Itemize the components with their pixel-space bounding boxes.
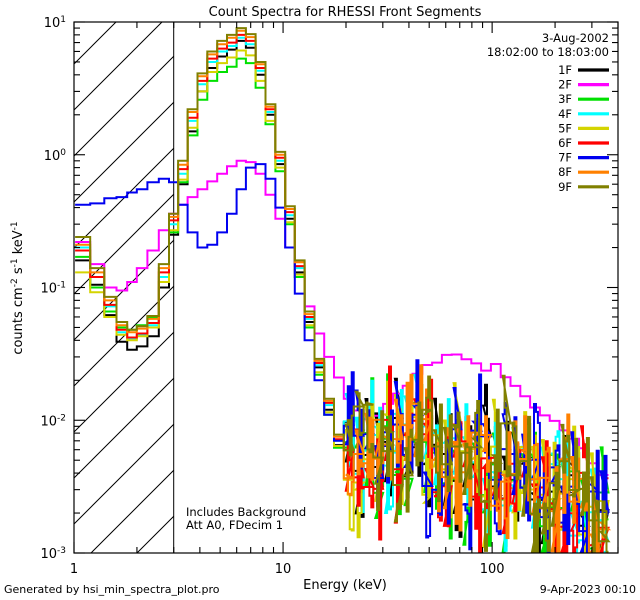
y-tick-labels: 101 100 10-1 10-2 10-3 bbox=[40, 15, 66, 562]
observation-date: 3-Aug-2002 bbox=[542, 31, 609, 45]
y-tick-label: 10-3 bbox=[40, 546, 66, 562]
note-attenuator-state: Att A0, FDecim 1 bbox=[186, 518, 283, 532]
footer-timestamp: 9-Apr-2023 00:10 bbox=[540, 583, 636, 596]
ylabel-exp-2: -1 bbox=[10, 258, 20, 267]
legend-label-6F: 6F bbox=[558, 136, 572, 150]
x-axis-label: Energy (keV) bbox=[303, 578, 387, 593]
y-tick-label: 100 bbox=[44, 148, 67, 164]
ylabel-part-2: s bbox=[11, 267, 26, 278]
ylabel-exp-1: -2 bbox=[10, 278, 20, 287]
legend-label-2F: 2F bbox=[558, 78, 572, 92]
note-includes-background: Includes Background bbox=[186, 505, 306, 519]
page-title: Count Spectra for RHESSI Front Segments bbox=[209, 5, 482, 20]
y-tick-label: 10-1 bbox=[40, 281, 66, 297]
legend-label-1F: 1F bbox=[558, 63, 572, 77]
x-tick-label: 10 bbox=[275, 562, 292, 577]
observation-time-range: 18:02:00 to 18:03:00 bbox=[487, 45, 609, 59]
legend-label-8F: 8F bbox=[558, 165, 572, 179]
y-tick-label: 101 bbox=[44, 15, 66, 31]
ylabel-exp-3: -1 bbox=[10, 221, 20, 230]
legend-label-4F: 4F bbox=[558, 107, 572, 121]
x-tick-label: 1 bbox=[70, 562, 78, 577]
legend-label-5F: 5F bbox=[558, 121, 572, 135]
series-9F bbox=[75, 27, 611, 553]
ylabel-part-3: keV bbox=[11, 230, 26, 258]
legend-label-3F: 3F bbox=[558, 92, 572, 106]
footer-generator: Generated by hsi_min_spectra_plot.pro bbox=[4, 583, 220, 596]
x-tick-label: 100 bbox=[480, 562, 505, 577]
x-tick-labels: 1 10 100 bbox=[70, 562, 505, 577]
ylabel-part-1: counts cm bbox=[11, 287, 26, 354]
y-axis-label: counts cm-2 s-1 keV-1 bbox=[10, 221, 26, 354]
data-curves bbox=[75, 27, 612, 553]
svg-text:counts cm-2 s-1 keV-1: counts cm-2 s-1 keV-1 bbox=[10, 221, 26, 354]
legend-label-7F: 7F bbox=[558, 151, 572, 165]
axis-ticks bbox=[73, 21, 619, 554]
legend-label-9F: 9F bbox=[558, 180, 572, 194]
y-tick-label: 10-2 bbox=[40, 413, 66, 429]
